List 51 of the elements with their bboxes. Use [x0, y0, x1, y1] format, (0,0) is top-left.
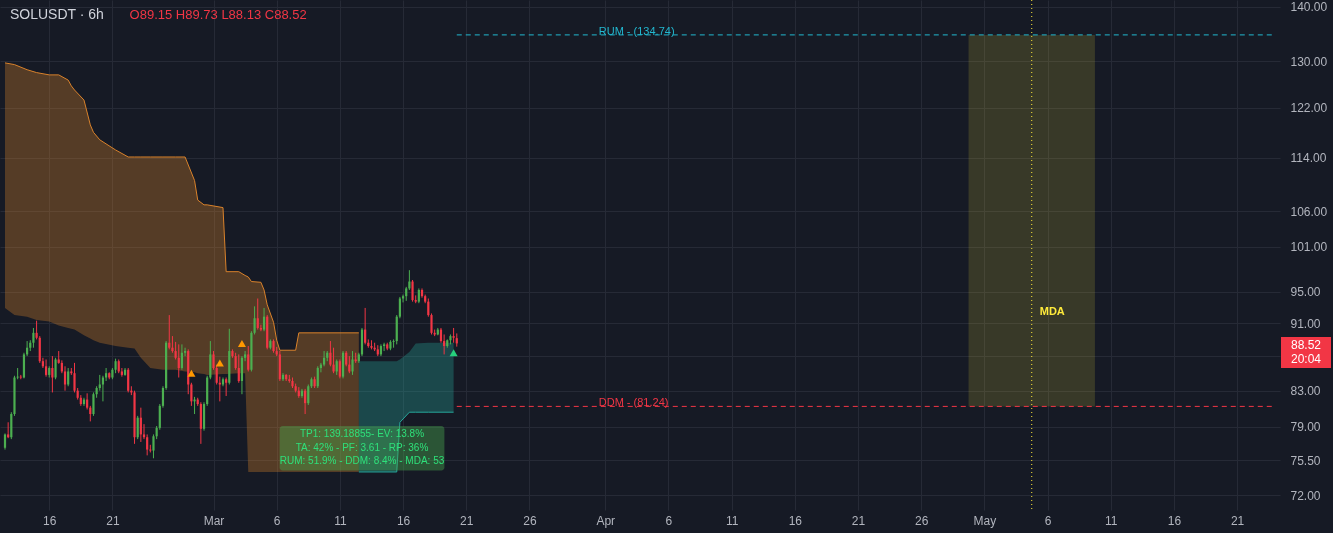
candlestick: [247, 345, 250, 372]
candlestick: [51, 355, 54, 393]
y-tick-label: 83.00: [1290, 384, 1321, 399]
x-tick-label: 11: [1104, 513, 1118, 528]
x-tick-label: 26: [523, 513, 537, 528]
chart-title: SOLUSDT · 6h: [10, 6, 104, 22]
y-tick-label: 79.00: [1290, 420, 1321, 435]
text: O89.15 H89.73 L88.13 C88.52: [129, 7, 307, 22]
y-tick-label: 75.50: [1290, 453, 1321, 468]
x-tick-label: 26: [914, 513, 929, 528]
candlestick: [411, 279, 414, 303]
candlestick: [54, 357, 57, 380]
candlestick: [329, 340, 332, 367]
x-tick-label: May: [973, 513, 997, 528]
x-tick-label: 21: [106, 513, 120, 528]
x-tick-label: 16: [43, 513, 57, 528]
candlestick: [351, 350, 354, 376]
x-tick-label: 11: [725, 513, 739, 528]
y-tick-label: 101.00: [1290, 240, 1328, 255]
candlestick: [32, 327, 35, 349]
x-tick-label: 21: [851, 513, 866, 528]
y-tick-label: 106.00: [1290, 204, 1328, 219]
x-tick-label: 6: [1044, 513, 1052, 528]
candlestick: [240, 355, 244, 395]
candlestick: [168, 314, 171, 350]
ref-line-label: DDM - (81.24): [598, 396, 669, 409]
y-tick-label: 114.00: [1290, 151, 1327, 166]
annotation: TP1: 139.18855- EV: 13.8% TA: 42% - PF: 3.61 - RP: 36% RUM: 51.9% - DDM: 8.4% - MDA: 53: [279, 428, 445, 466]
x-tick-label: 6: [665, 513, 673, 528]
x-tick-label: 6: [273, 513, 281, 528]
ref-line-label: RUM - (134.74): [598, 24, 675, 37]
x-tick-label: 16: [788, 513, 803, 528]
candlestick: [364, 307, 367, 345]
x-tick-label: 16: [396, 513, 411, 528]
y-tick-label: 95.00: [1290, 285, 1321, 300]
text: 88.52 20:04: [1290, 338, 1322, 367]
y-tick-label: 72.00: [1290, 488, 1321, 503]
candlestick: [256, 298, 259, 331]
x-tick-label: Mar: [203, 513, 225, 528]
y-tick-label: 130.00: [1290, 54, 1328, 69]
x-tick-label: 11: [334, 513, 347, 528]
y-tick-label: 122.00: [1290, 101, 1328, 116]
y-tick-label: 91.00: [1290, 316, 1321, 331]
candlestick: [127, 367, 130, 393]
x-tick-label: 21: [460, 513, 474, 528]
ref-line-label: MDA: [1039, 305, 1065, 317]
candlestick: [225, 377, 228, 397]
x-tick-label: 16: [1167, 513, 1182, 528]
y-tick-label: 140.00: [1290, 0, 1328, 15]
x-tick-label: Apr: [596, 513, 616, 528]
x-tick-label: 21: [1230, 513, 1245, 528]
